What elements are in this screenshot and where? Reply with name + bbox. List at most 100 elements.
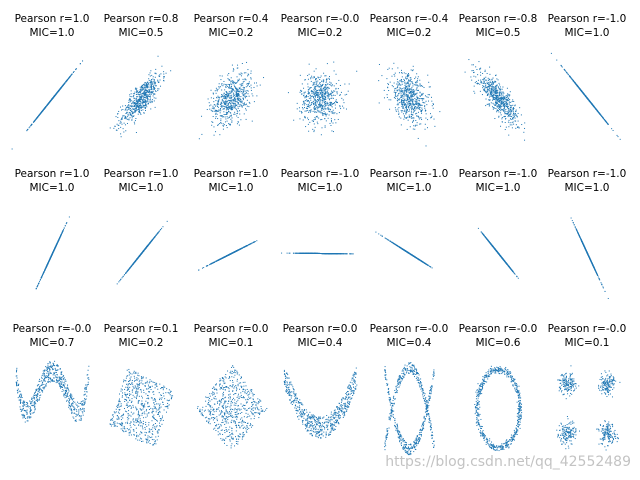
- data-point: [230, 85, 232, 87]
- data-point: [232, 95, 234, 97]
- data-point: [388, 84, 390, 86]
- data-point: [482, 87, 484, 89]
- data-point: [233, 92, 235, 94]
- data-point: [129, 112, 131, 114]
- data-point: [151, 99, 153, 101]
- data-point: [396, 89, 398, 91]
- data-point: [149, 101, 151, 103]
- data-point: [229, 97, 231, 99]
- data-point: [131, 105, 133, 107]
- data-point: [313, 89, 315, 91]
- data-point: [140, 93, 142, 95]
- data-point: [416, 102, 418, 104]
- data-point: [240, 88, 242, 90]
- data-point: [153, 87, 155, 89]
- data-point: [236, 82, 238, 84]
- data-point: [242, 93, 244, 95]
- data-point: [238, 88, 240, 90]
- data-point: [147, 86, 149, 88]
- data-point: [312, 103, 314, 105]
- data-point: [218, 86, 220, 88]
- data-point: [136, 96, 138, 98]
- data-point: [420, 117, 422, 119]
- data-point: [117, 124, 119, 126]
- data-point: [410, 92, 412, 94]
- data-point: [243, 91, 245, 93]
- data-point: [232, 107, 234, 109]
- data-point: [241, 83, 243, 85]
- data-point: [250, 70, 252, 72]
- data-point: [394, 91, 396, 93]
- data-point: [336, 91, 338, 93]
- data-point: [415, 100, 417, 102]
- data-point: [118, 110, 120, 112]
- data-point: [65, 223, 67, 225]
- data-point: [406, 93, 408, 95]
- data-point: [143, 101, 145, 103]
- data-point: [484, 83, 486, 85]
- data-point: [483, 77, 485, 79]
- data-point: [499, 105, 501, 107]
- data-point: [119, 279, 121, 281]
- data-point: [223, 116, 225, 118]
- data-point: [407, 99, 409, 101]
- data-point: [237, 111, 239, 113]
- data-point: [57, 91, 58, 93]
- data-point: [219, 86, 221, 88]
- data-point: [414, 94, 416, 96]
- data-point: [68, 78, 69, 79]
- data-point: [419, 91, 421, 93]
- data-point: [243, 93, 245, 95]
- data-point: [317, 123, 319, 125]
- data-point: [501, 98, 503, 100]
- data-point: [492, 87, 494, 89]
- data-point: [421, 111, 423, 113]
- data-point: [325, 103, 327, 105]
- data-point: [220, 115, 222, 117]
- data-point: [139, 100, 141, 102]
- data-point: [410, 94, 412, 96]
- data-point: [494, 88, 496, 90]
- data-point: [51, 98, 53, 100]
- data-point: [498, 94, 500, 96]
- data-point: [386, 78, 388, 80]
- data-point: [321, 108, 323, 110]
- data-point: [322, 81, 324, 83]
- data-point: [509, 110, 511, 112]
- data-point: [247, 93, 249, 95]
- data-point: [150, 86, 152, 88]
- data-point: [396, 90, 398, 92]
- data-point: [342, 99, 344, 101]
- data-point: [414, 97, 416, 99]
- data-point: [224, 121, 226, 123]
- data-point: [323, 99, 325, 101]
- data-point: [242, 102, 244, 104]
- data-point: [245, 104, 247, 106]
- data-point: [239, 103, 241, 105]
- data-point: [417, 97, 419, 99]
- data-point: [513, 112, 515, 114]
- data-point: [491, 79, 493, 81]
- subplot-title-mic: MIC=0.5: [476, 27, 521, 39]
- data-point: [241, 92, 243, 94]
- data-point: [339, 106, 341, 108]
- data-point: [237, 103, 239, 105]
- data-point: [488, 96, 490, 98]
- data-point: [411, 103, 413, 105]
- data-point: [310, 87, 312, 89]
- data-point: [511, 124, 513, 126]
- data-point: [229, 106, 231, 108]
- data-point: [512, 111, 514, 113]
- data-point: [413, 104, 415, 106]
- data-point: [326, 80, 328, 82]
- data-point: [124, 109, 126, 111]
- data-point: [146, 86, 148, 88]
- data-point: [148, 79, 150, 81]
- data-point: [218, 98, 220, 100]
- data-point: [329, 76, 330, 78]
- data-point: [388, 67, 390, 69]
- data-point: [315, 68, 317, 70]
- data-point: [239, 74, 241, 76]
- data-point: [309, 111, 311, 113]
